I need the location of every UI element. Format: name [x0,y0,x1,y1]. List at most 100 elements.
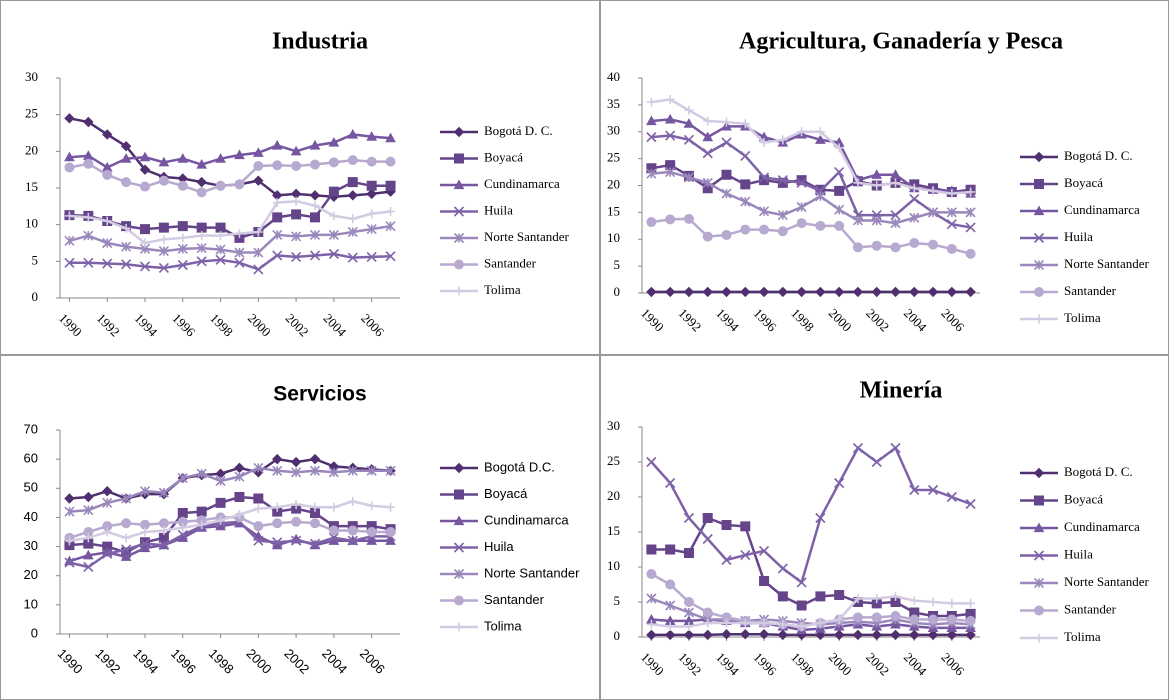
data-marker [853,178,863,188]
y-tick-label: 20 [607,488,620,503]
data-marker [702,286,713,298]
legend-label: Bogotá D. C. [1064,148,1133,163]
data-marker [385,132,396,143]
series-line [69,252,391,271]
data-marker [702,629,713,641]
data-marker [328,467,339,478]
series-line [651,170,971,225]
data-marker [83,505,94,516]
data-marker [196,159,208,169]
data-marker [852,215,864,226]
data-marker [234,228,244,238]
data-marker [64,162,75,173]
data-marker [253,535,264,546]
data-marker [385,527,396,537]
legend-marker [453,568,465,580]
data-marker [121,223,131,233]
data-marker [366,131,378,141]
data-marker [683,134,695,145]
data-marker [646,217,657,228]
data-marker [272,453,283,465]
data-marker [759,138,769,147]
legend-marker [1033,232,1045,244]
data-marker [758,172,770,183]
legend-marker [453,259,465,270]
chart-title: Agricultura, Ganadería y Pesca [739,29,1063,55]
data-marker [740,119,750,129]
y-tick-label: 15 [25,179,38,194]
legend-marker [1033,550,1045,561]
data-marker [684,105,694,115]
data-marker [965,207,976,218]
data-marker [815,286,826,298]
data-marker [366,465,377,476]
data-marker [253,161,264,171]
data-marker [272,502,282,512]
data-marker [329,502,339,512]
data-marker [890,242,901,253]
data-marker [777,591,788,602]
data-marker [140,527,150,537]
data-marker [759,576,770,586]
y-tick-label: 30 [607,123,620,138]
data-marker [928,239,939,250]
data-marker [366,156,377,167]
data-marker [158,175,169,186]
legend-marker [1033,151,1045,163]
data-marker [386,502,396,512]
data-marker [83,212,93,222]
data-marker [83,257,94,268]
data-marker [871,169,883,179]
data-marker [796,577,807,588]
data-marker [83,158,94,169]
data-marker [83,538,94,549]
data-marker [347,177,358,188]
series-line [651,632,971,637]
data-marker [966,187,976,197]
y-tick-label: 70 [24,421,38,436]
data-marker [740,628,751,640]
data-marker [309,159,321,170]
data-marker [64,557,75,568]
data-marker [815,134,826,144]
data-marker [777,209,788,221]
data-marker [965,286,976,298]
data-marker [665,477,676,489]
data-marker [83,527,94,537]
data-marker [758,545,770,556]
legend-label: Bogotá D. C. [1064,464,1133,479]
y-tick-label: 30 [25,69,38,84]
data-marker [702,513,713,523]
legend-label: Huila [484,539,514,554]
data-marker [740,224,751,235]
data-marker [215,475,226,487]
data-marker [290,456,302,468]
data-marker [64,235,75,246]
data-marker [385,156,396,167]
data-marker [139,261,151,272]
data-marker [177,529,188,540]
data-marker [139,519,151,530]
data-marker [646,132,657,143]
data-marker [852,612,863,623]
data-marker [83,116,94,128]
y-tick-label: 20 [24,567,38,582]
data-marker [721,169,732,180]
data-marker [946,286,958,298]
data-marker [385,251,396,262]
data-marker [871,286,882,298]
data-marker [909,193,920,205]
data-marker [702,231,713,242]
chart-title: Industria [272,29,368,55]
data-marker [234,247,245,258]
data-marker [253,462,264,473]
data-marker [646,544,657,555]
data-marker [928,597,938,607]
data-marker [815,191,826,202]
data-marker [348,214,358,224]
data-marker [646,569,657,579]
data-marker [815,618,825,628]
data-marker [683,512,695,524]
data-marker [177,153,189,163]
data-marker [64,536,74,546]
